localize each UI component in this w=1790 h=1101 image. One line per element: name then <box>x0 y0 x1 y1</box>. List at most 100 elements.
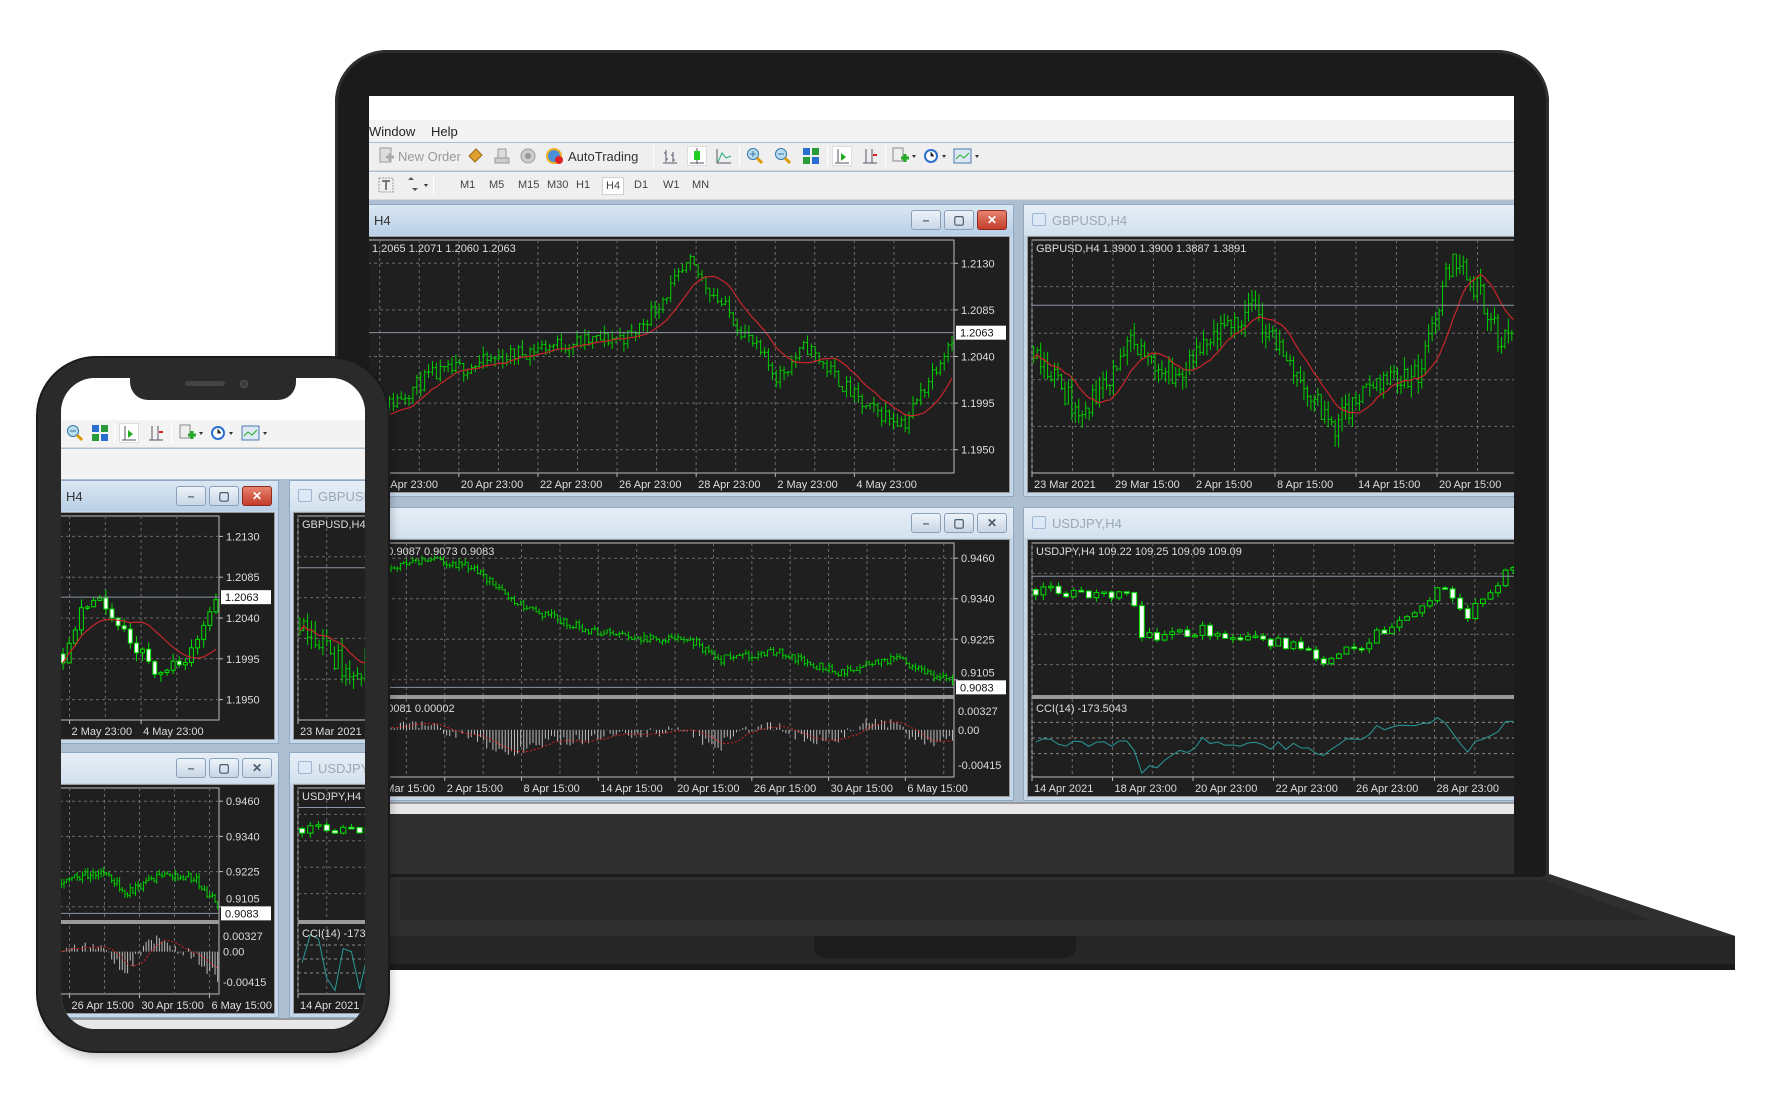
zoom-out-button[interactable] <box>774 146 792 166</box>
chart-window-eurusd[interactable]: H4 – ▢ ✕ 1.2130 1.2085 1.2040 1.1995 1.1950 8 Apr… <box>369 204 1014 497</box>
window-title-bar[interactable]: – ▢ ✕ <box>369 508 1013 538</box>
ohlc-bar <box>833 670 837 675</box>
candle-body <box>1146 632 1153 639</box>
time-label: 23 Mar 2021 <box>1034 479 1096 491</box>
close-button[interactable]: ✕ <box>242 486 272 506</box>
zoom-out-button[interactable] <box>66 423 84 443</box>
window-title-bar[interactable]: H4 – ▢ ✕ <box>61 481 278 511</box>
tile-windows-button[interactable] <box>802 146 820 166</box>
timeframe-m30[interactable]: M30 <box>547 179 569 191</box>
ohlc-bar <box>516 602 519 606</box>
auto-scroll-button[interactable] <box>861 146 879 166</box>
arrows-tool-button[interactable] <box>403 175 429 195</box>
candle-body <box>348 826 355 830</box>
ohlc-bar <box>852 386 857 403</box>
ohlc-bar <box>744 649 748 655</box>
autotrading-button[interactable]: AutoTrading <box>545 146 638 166</box>
ohlc-bar <box>465 370 470 380</box>
chart-window-gbpusd[interactable]: GBPUSD,H4 23 Mar 2021 29 Mar 15:00 2 Apr 15… <box>1023 204 1514 497</box>
ohlc-bar <box>877 658 880 665</box>
ohlc-info: GBPUSD,H4 1.3900 1.3900 1.3887 1.3891 <box>1036 243 1246 255</box>
minimize-button[interactable]: – <box>176 486 206 506</box>
timeframe-h4[interactable]: H4 <box>602 177 625 195</box>
periods-icon <box>924 149 946 163</box>
ohlc-bar <box>914 663 917 672</box>
chart-shift-button[interactable] <box>832 146 852 166</box>
ohlc-bar <box>1485 308 1490 332</box>
periods-button[interactable] <box>922 146 948 166</box>
metaeditor-button[interactable] <box>466 146 484 166</box>
text-tool-button[interactable] <box>377 175 395 195</box>
window-title-bar[interactable]: USDJPY,H4 <box>1024 508 1514 538</box>
chart-window-usdjpy[interactable]: USDJPY,H4 14 Apr 2021 18 Apr 23:00 20 Apr 2… <box>1023 507 1514 801</box>
phone-chart-window-eurusd[interactable]: H4 – ▢ ✕ 1.2130 1.2085 1.2040 1.1995 1.1950 2 May… <box>61 480 279 744</box>
window-title-bar[interactable]: H4 – ▢ ✕ <box>369 205 1013 235</box>
ohlc-bar <box>1125 336 1129 366</box>
line-chart-button[interactable] <box>715 146 733 166</box>
phone-chart-window-usdchf[interactable]: – ▢ ✕ 0.9460 0.9340 0.9225 0.9105 26 Apr 15:00 3… <box>61 752 279 1018</box>
maximize-button[interactable]: ▢ <box>209 758 239 778</box>
templates-button[interactable] <box>953 146 981 166</box>
maximize-button[interactable]: ▢ <box>944 210 974 230</box>
indicators-button[interactable] <box>178 423 204 443</box>
chart-window-usdchf[interactable]: – ▢ ✕ 0.9460 0.9340 0.9225 0.9105 29 Mar 15:00 2… <box>369 507 1014 801</box>
phone-chart-window-usdjpy[interactable]: USDJPY,H4 14 Apr 2021 USDJPY,H4 109.22 109… <box>289 752 365 1018</box>
window-title-bar[interactable]: USDJPY,H4 <box>290 753 365 783</box>
timeframe-h1[interactable]: H1 <box>576 179 591 191</box>
ohlc-bar <box>482 569 486 579</box>
bar-chart-button[interactable] <box>661 146 679 166</box>
candle-body <box>1199 624 1206 636</box>
maximize-button[interactable]: ▢ <box>944 513 974 533</box>
close-button[interactable]: ✕ <box>977 513 1007 533</box>
window-title-bar[interactable]: GBPUSD,H4 <box>1024 205 1514 235</box>
close-button[interactable]: ✕ <box>977 210 1007 230</box>
ohlc-bar <box>577 619 581 631</box>
ohlc-bar <box>1364 383 1368 388</box>
timeframe-m5[interactable]: M5 <box>489 179 505 191</box>
periods-button[interactable] <box>209 423 235 443</box>
ohlc-bar <box>688 253 693 271</box>
candle-body <box>207 611 213 626</box>
ohlc-bar <box>1160 360 1164 380</box>
tile-windows-button[interactable] <box>91 423 109 443</box>
ohlc-bar <box>86 867 90 880</box>
auto-scroll-button[interactable] <box>147 423 165 443</box>
ohlc-bar <box>129 883 132 898</box>
menu-help[interactable]: Help <box>431 124 458 139</box>
minimize-button[interactable]: – <box>911 210 941 230</box>
ohlc-bar <box>1167 355 1171 385</box>
timeframe-mn[interactable]: MN <box>692 179 710 191</box>
ohlc-bar <box>150 875 153 881</box>
ohlc-bar <box>673 634 677 641</box>
timeframe-m15[interactable]: M15 <box>518 179 540 191</box>
indicators-button[interactable] <box>891 146 917 166</box>
candlestick-button[interactable] <box>687 146 707 166</box>
navigator-button[interactable] <box>493 146 511 166</box>
candle-body <box>1116 591 1123 599</box>
ohlc-bar <box>118 877 121 892</box>
phone-chart-window-gbpusd[interactable]: GBPUSD,H4 23 Mar 2021 GBPUSD,H4 1.3900 1.3… <box>289 480 365 744</box>
menu-window[interactable]: Window <box>369 124 416 139</box>
window-title-bar[interactable]: – ▢ ✕ <box>61 753 278 783</box>
timeframe-d1[interactable]: D1 <box>634 179 649 191</box>
minimize-button[interactable]: – <box>176 758 206 778</box>
signals-button[interactable] <box>519 146 537 166</box>
ohlc-bar <box>1194 337 1199 368</box>
chart-shift-button[interactable] <box>119 423 139 443</box>
zoom-in-button[interactable] <box>746 146 764 166</box>
chart-shift-icon <box>835 149 849 164</box>
ohlc-bar <box>458 358 462 366</box>
ohlc-bar <box>1447 264 1452 281</box>
close-button[interactable]: ✕ <box>242 758 272 778</box>
ohlc-bar <box>179 875 182 881</box>
ohlc-bar <box>491 577 495 586</box>
minimize-button[interactable]: – <box>911 513 941 533</box>
candle-body <box>1320 658 1327 665</box>
window-title-bar[interactable]: GBPUSD,H4 <box>290 481 365 511</box>
templates-button[interactable] <box>241 423 269 443</box>
timeframe-m1[interactable]: M1 <box>460 179 476 191</box>
maximize-button[interactable]: ▢ <box>209 486 239 506</box>
ohlc-bar <box>450 357 454 375</box>
timeframe-w1[interactable]: W1 <box>663 179 680 191</box>
new-order-button[interactable]: New Order <box>377 146 461 166</box>
